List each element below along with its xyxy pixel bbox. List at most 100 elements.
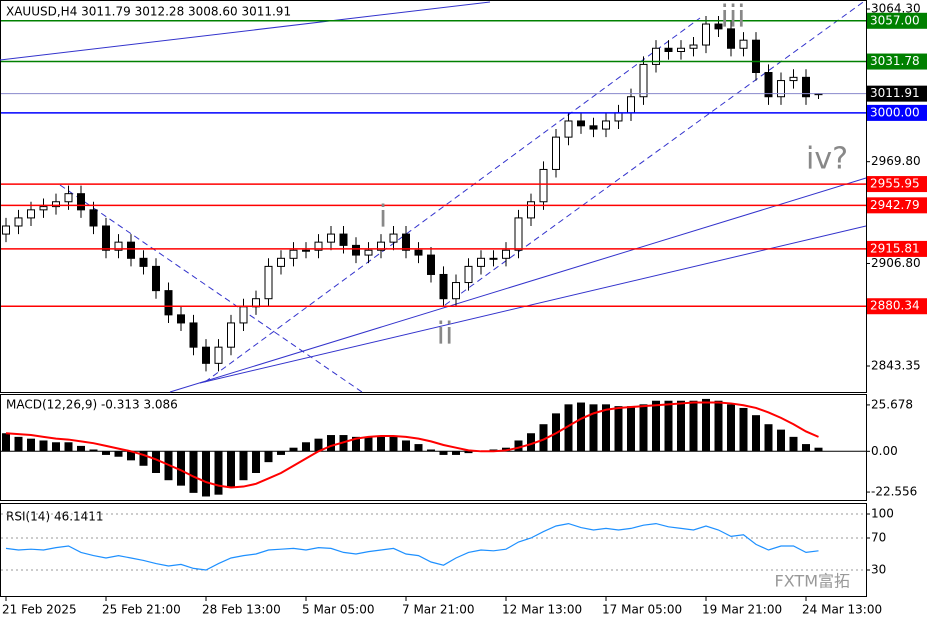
y-tick-label: 70 bbox=[871, 531, 886, 545]
level-label-box bbox=[867, 12, 927, 29]
x-tick-label: 25 Feb 21:00 bbox=[102, 603, 181, 617]
macd-bar bbox=[702, 398, 710, 452]
macd-bar bbox=[414, 444, 423, 452]
macd-bar bbox=[227, 451, 235, 488]
macd-bar bbox=[77, 445, 85, 452]
candle-body bbox=[289, 249, 298, 259]
macd-bar bbox=[777, 429, 785, 452]
x-tick-label: 19 Mar 21:00 bbox=[702, 603, 782, 617]
candle-body bbox=[439, 273, 448, 300]
candle-body bbox=[302, 249, 310, 252]
candle-body bbox=[327, 233, 335, 243]
candle-body bbox=[2, 225, 10, 235]
candle-body bbox=[464, 265, 473, 284]
x-tick-label: 21 Feb 2025 bbox=[2, 603, 77, 617]
candle-body bbox=[614, 112, 623, 122]
candle-body bbox=[714, 23, 723, 30]
macd-panel bbox=[0, 394, 867, 501]
candle-body bbox=[477, 257, 485, 267]
macd-bar bbox=[352, 436, 360, 452]
trend-lines bbox=[0, 0, 867, 393]
rsi-panel bbox=[0, 503, 867, 597]
macd-bar bbox=[2, 433, 10, 452]
macd-bar bbox=[639, 404, 648, 452]
candle-body bbox=[677, 47, 685, 52]
candle-body bbox=[277, 257, 285, 267]
macd-bar bbox=[514, 440, 523, 452]
macd-bar bbox=[302, 442, 310, 452]
macd-bar bbox=[202, 451, 210, 497]
macd-bar bbox=[652, 400, 660, 452]
macd-bar bbox=[402, 440, 410, 452]
candle-body bbox=[114, 241, 123, 251]
macd-bar bbox=[252, 451, 260, 473]
candle-body bbox=[564, 120, 573, 138]
candle-body bbox=[152, 265, 160, 292]
macd-bar bbox=[239, 451, 248, 481]
y-tick-label: -22.556 bbox=[871, 485, 917, 499]
macd-bar bbox=[564, 404, 573, 452]
watermark: FXTM富拓 bbox=[775, 572, 850, 591]
candle-body bbox=[189, 322, 198, 348]
chart-title: XAUUSD,H4 3011.79 3012.28 3008.60 3011.9… bbox=[6, 5, 291, 19]
macd-bar bbox=[89, 449, 98, 452]
candle-body bbox=[489, 257, 498, 260]
y-tick-label: 2969.80 bbox=[871, 154, 921, 168]
candle-body bbox=[339, 233, 348, 246]
candle-body bbox=[664, 47, 673, 52]
macd-bar bbox=[727, 404, 735, 452]
macd-bar bbox=[664, 400, 673, 452]
candle-body bbox=[739, 39, 748, 49]
level-label: 3000.00 bbox=[870, 105, 920, 119]
y-tick-label: 100 bbox=[871, 507, 894, 521]
macd-bar bbox=[677, 400, 685, 452]
macd-bar bbox=[439, 451, 448, 455]
macd-bar bbox=[102, 451, 110, 455]
candle-body bbox=[52, 201, 60, 208]
level-label-box bbox=[867, 104, 927, 121]
candle-body bbox=[364, 249, 373, 256]
candle-body bbox=[14, 217, 23, 227]
y-tick-label: 3064.30 bbox=[871, 1, 921, 15]
channel-line bbox=[204, 17, 701, 383]
level-label-box bbox=[867, 240, 927, 257]
signal-line bbox=[5, 401, 819, 489]
candle-body bbox=[377, 241, 385, 251]
candle-body bbox=[602, 120, 610, 130]
y-tick-label: 25.678 bbox=[871, 397, 913, 411]
level-label-box bbox=[867, 197, 927, 214]
y-tick-label: 2843.35 bbox=[871, 359, 921, 373]
macd-bar bbox=[614, 406, 623, 452]
macd-bar bbox=[602, 404, 610, 452]
candle-body bbox=[102, 225, 110, 251]
macd-bar bbox=[39, 440, 48, 452]
candle-body bbox=[202, 346, 210, 364]
macd-bar bbox=[277, 451, 285, 455]
macd-bar bbox=[589, 404, 598, 452]
macd-bar bbox=[764, 424, 773, 452]
level-label-box bbox=[867, 53, 927, 70]
candle-body bbox=[39, 206, 48, 211]
candle-body bbox=[539, 168, 548, 203]
candle-body bbox=[527, 201, 535, 219]
candle-body bbox=[689, 44, 698, 49]
candle-body bbox=[802, 76, 810, 98]
macd-bar bbox=[627, 406, 635, 452]
candle-body bbox=[777, 80, 785, 98]
macd-bar bbox=[214, 451, 223, 495]
x-tick-label: 12 Mar 13:00 bbox=[502, 603, 582, 617]
candle-body bbox=[452, 282, 460, 300]
candle-body bbox=[177, 314, 185, 324]
candle-body bbox=[77, 193, 85, 211]
candle-body bbox=[727, 28, 735, 49]
macd-bar bbox=[752, 415, 760, 452]
macd-bar bbox=[527, 433, 535, 452]
candle-body bbox=[214, 346, 223, 364]
candle-body bbox=[314, 241, 323, 251]
candle-body bbox=[389, 233, 398, 243]
level-label: 2955.95 bbox=[870, 177, 920, 191]
x-tick-label: 28 Feb 13:00 bbox=[202, 603, 281, 617]
channel-line bbox=[59, 184, 363, 393]
macd-bar bbox=[327, 435, 335, 452]
